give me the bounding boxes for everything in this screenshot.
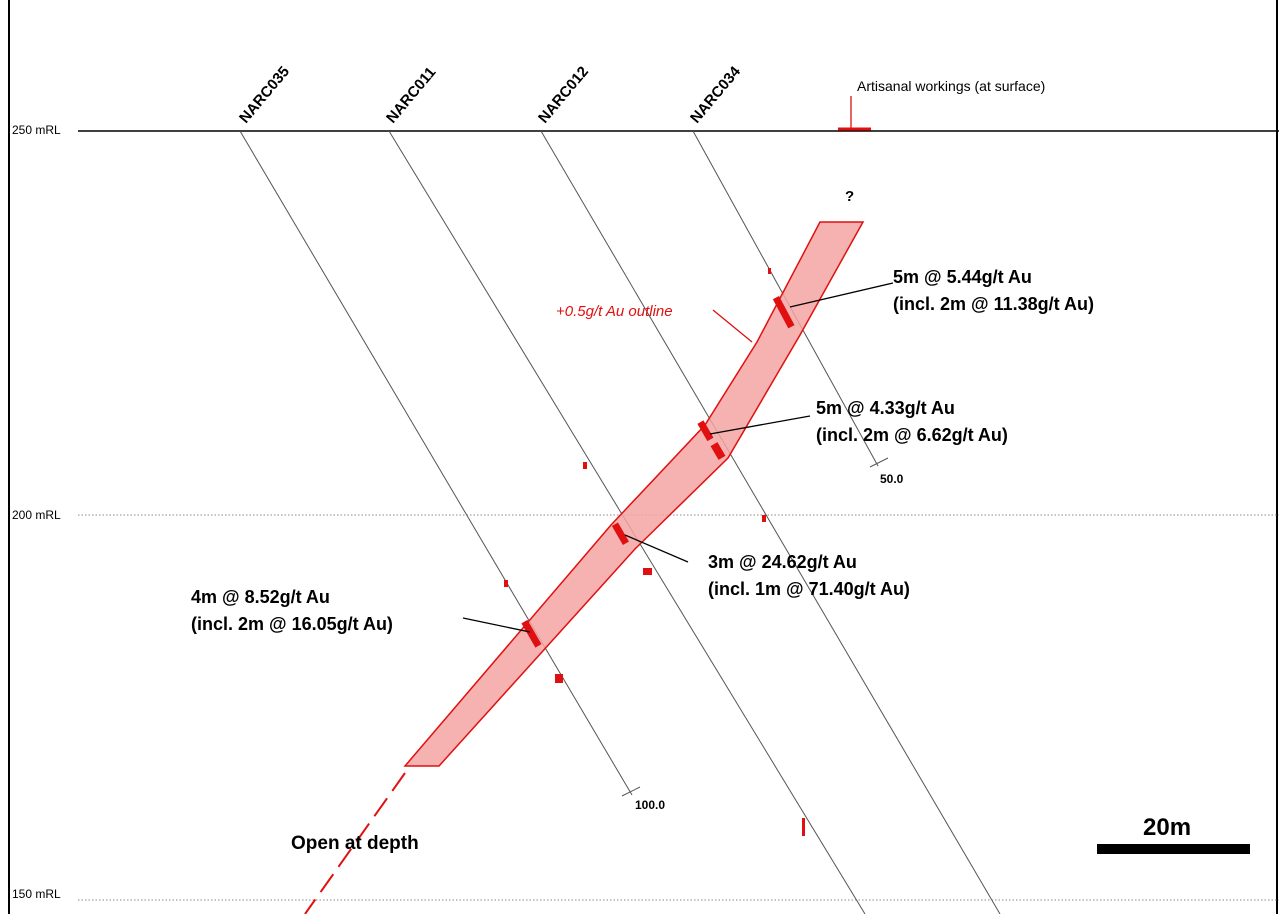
intercept-leader-narc035 (462, 617, 531, 633)
hole-label-narc034: NARC034 (687, 63, 744, 127)
scale-bar-label: 20m (1143, 814, 1191, 841)
intercept-narc011-line1: 3m @ 24.62g/t Au (708, 552, 857, 572)
rl-label-200: 200 mRL (12, 508, 61, 522)
assay-tick-small-4 (768, 268, 771, 274)
open-at-depth-extension (304, 772, 406, 914)
assay-tick-small-5 (802, 818, 805, 836)
scale-bar (1097, 844, 1250, 854)
hole-trace-narc035 (239, 130, 633, 796)
assay-tick-narc011-a (611, 522, 629, 546)
assay-tick-small-2 (583, 462, 587, 469)
intercept-narc012-line1: 5m @ 4.33g/t Au (816, 398, 955, 418)
outline-label: +0.5g/t Au outline (556, 303, 673, 320)
intercept-narc035-line1: 4m @ 8.52g/t Au (191, 587, 330, 607)
hole-label-narc035: NARC035 (236, 63, 293, 126)
intercept-narc012-line2: (incl. 2m @ 6.62g/t Au) (816, 425, 1008, 445)
hole-label-narc011: NARC011 (383, 64, 439, 127)
intercept-narc011-line2: (incl. 1m @ 71.40g/t Au) (708, 579, 910, 599)
assay-tick-narc012-b (710, 442, 726, 460)
assay-tick-narc035-b (555, 674, 563, 683)
intercept-leader-narc012 (709, 415, 811, 435)
rl-label-150: 150 mRL (12, 887, 61, 901)
assay-tick-narc035-a (521, 619, 542, 648)
assay-tick-narc034 (772, 295, 795, 329)
rl-label-250: 250 mRL (12, 123, 61, 137)
depth-label-100: 100.0 (635, 798, 665, 812)
artisanal-workings-label: Artisanal workings (at surface) (857, 78, 1045, 94)
intercept-narc035-line2: (incl. 2m @ 16.05g/t Au) (191, 614, 393, 634)
assay-tick-narc011-b (643, 568, 652, 575)
depth-tick-100 (621, 786, 641, 797)
assay-tick-narc012-a (697, 420, 714, 442)
hole-label-narc012: NARC012 (535, 63, 592, 126)
question-mark: ? (845, 188, 854, 205)
assay-tick-small-1 (504, 580, 508, 587)
intercept-leader-narc011 (624, 534, 689, 563)
assay-ticks (504, 268, 805, 836)
depth-tick-50 (869, 457, 889, 468)
intercept-narc034-line2: (incl. 2m @ 11.38g/t Au) (893, 294, 1094, 314)
intercept-leader-narc034 (789, 282, 894, 308)
open-at-depth-label: Open at depth (291, 833, 419, 854)
diagram-frame (8, 0, 1278, 914)
depth-label-50: 50.0 (880, 472, 904, 486)
intercept-narc034-line1: 5m @ 5.44g/t Au (893, 267, 1032, 287)
outline-leader (712, 309, 753, 343)
mineralised-zone-outline (403, 221, 865, 767)
hole-trace-narc012 (540, 130, 1001, 914)
assay-tick-small-3 (762, 515, 766, 522)
